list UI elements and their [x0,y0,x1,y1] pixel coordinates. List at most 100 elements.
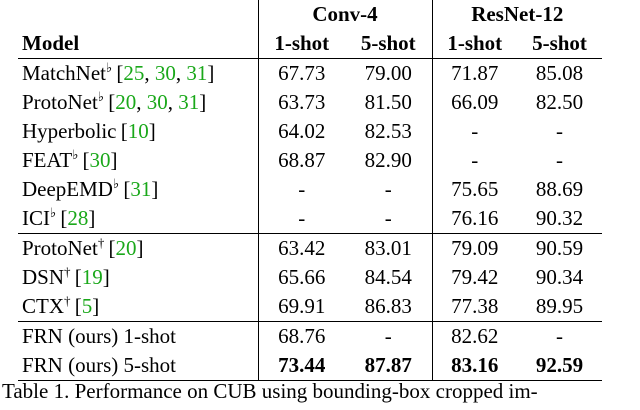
value-cell: 79.42 [451,265,499,289]
model-cell: ICI♭ [28] [18,204,259,234]
model-mark: † [97,235,105,250]
table-row: DSN† [19] 65.66 84.54 79.42 90.34 [18,263,602,292]
model-mark: ♭ [72,147,79,162]
value-cell: 76.16 [451,206,499,230]
value-cell: 79.09 [451,236,499,260]
value-cell: - [471,119,479,143]
citation: [10] [120,119,156,143]
value-cell: 67.73 [278,61,326,85]
column-header: 5-shot [532,31,587,55]
citation: [30] [82,148,118,172]
value-cell: 88.69 [535,177,584,201]
model-cell: DSN† [19] [18,263,259,292]
model-name: DeepEMD [22,177,113,201]
model-mark: † [64,293,71,308]
value-cell: - [556,119,563,143]
model-name: ProtoNet [22,90,98,114]
table-row: ICI♭ [28] - -76.16 90.32 [18,204,602,234]
value-cell: 90.34 [535,265,584,289]
table-row: CTX† [5] 69.91 86.83 77.38 89.95 [18,292,602,322]
model-name: ICI [22,206,50,230]
value-cell: 68.87 [278,148,326,172]
value-cell: 75.65 [451,177,499,201]
citation: [25, 30, 31] [116,61,215,85]
citation: [5] [74,294,100,318]
value-cell: 69.91 [278,294,326,318]
value-cell: 82.62 [451,324,499,348]
value-cell: - [298,177,306,201]
value-cell: 77.38 [451,294,499,318]
table-row: MatchNet♭ [25, 30, 31] 67.73 79.00 71.87 85.… [18,58,602,88]
citation: [28] [60,206,96,230]
column-header: 5-shot [345,29,433,59]
value-cell: 81.50 [345,88,433,117]
column-header: 1-shot [274,31,330,55]
table-header: Conv-4 ResNet-12 Model 1-shot 5-shot 1-s… [18,0,602,59]
value-cell: - [471,148,479,172]
value-cell: 85.08 [535,61,584,85]
citation: [31] [123,177,159,201]
value-cell: 90.59 [535,236,584,260]
table-row: Hyperbolic [10] 64.02 82.53 - - [18,117,602,146]
citation: [20] [108,236,144,260]
value-cell: - [556,148,563,172]
model-mark: ♭ [105,60,113,75]
model-name: ProtoNet [22,236,98,260]
value-cell: - [556,324,563,348]
model-name: FRN (ours) 5-shot [22,353,177,377]
value-cell: 87.87 [345,351,433,381]
group-header: ResNet-12 [471,2,564,26]
model-name: MatchNet [22,61,106,85]
value-cell: 82.90 [345,146,433,175]
value-cell: 83.16 [451,353,499,377]
value-cell: - [345,321,433,351]
model-cell: DeepEMD♭ [31] [18,175,259,204]
model-cell: FRN (ours) 5-shot [18,351,259,381]
value-cell: 68.76 [278,324,326,348]
value-cell: 92.59 [535,353,584,377]
row-group: MatchNet♭ [25, 30, 31] 67.73 79.00 71.87 85.… [18,58,603,234]
value-cell: - [345,175,433,204]
model-name: Hyperbolic [22,119,117,143]
value-cell: 82.50 [535,90,584,114]
value-cell: - [345,204,433,234]
model-cell: Hyperbolic [10] [18,117,259,146]
value-cell: 63.73 [278,90,326,114]
table-row: FRN (ours) 1-shot 68.76-82.62- [18,321,602,351]
value-cell: 66.09 [451,90,499,114]
column-header: Model [18,29,259,59]
value-cell: 63.42 [278,236,326,260]
table-row: ProtoNet† [20] 63.42 83.01 79.09 90.59 [18,233,602,263]
model-mark: ♭ [97,89,104,104]
value-cell: 84.54 [345,263,433,292]
value-cell: 71.87 [451,61,499,85]
model-mark: † [64,264,71,279]
table-row: ProtoNet♭ [20, 30, 31] 63.73 81.50 66.09 82.… [18,88,602,117]
value-cell: 73.44 [278,353,326,377]
model-name: DSN [22,265,65,289]
model-name: CTX [22,294,64,318]
model-name: FEAT [22,148,73,172]
model-name: FRN (ours) 1-shot [22,324,177,348]
value-cell: 83.01 [345,233,433,263]
model-mark: ♭ [112,176,120,191]
citation: [19] [74,265,110,289]
row-group: FRN (ours) 1-shot 68.76-82.62- FRN (ours) … [18,321,603,381]
model-cell: MatchNet♭ [25, 30, 31] [18,58,259,88]
value-cell: 86.83 [345,292,433,322]
table-row: FEAT♭ [30] 68.87 82.90 - - [18,146,602,175]
model-mark: ♭ [50,205,57,220]
model-cell: ProtoNet† [20] [18,233,259,263]
row-group: ProtoNet† [20] 63.42 83.01 79.09 90.59 DSN† [… [18,233,603,322]
value-cell: 79.00 [345,58,433,88]
caption: Table 1. Performance on CUB using boundi… [2,379,538,403]
header-blank [18,0,259,29]
value-cell: 65.66 [278,265,326,289]
results-table: Conv-4 ResNet-12 Model 1-shot 5-shot 1-s… [18,0,603,381]
value-cell: 89.95 [535,294,584,318]
value-cell: - [298,206,306,230]
model-cell: FEAT♭ [30] [18,146,259,175]
table-row: FRN (ours) 5-shot 73.44 87.87 83.16 92.59 [18,351,603,381]
value-cell: 90.32 [535,206,584,230]
